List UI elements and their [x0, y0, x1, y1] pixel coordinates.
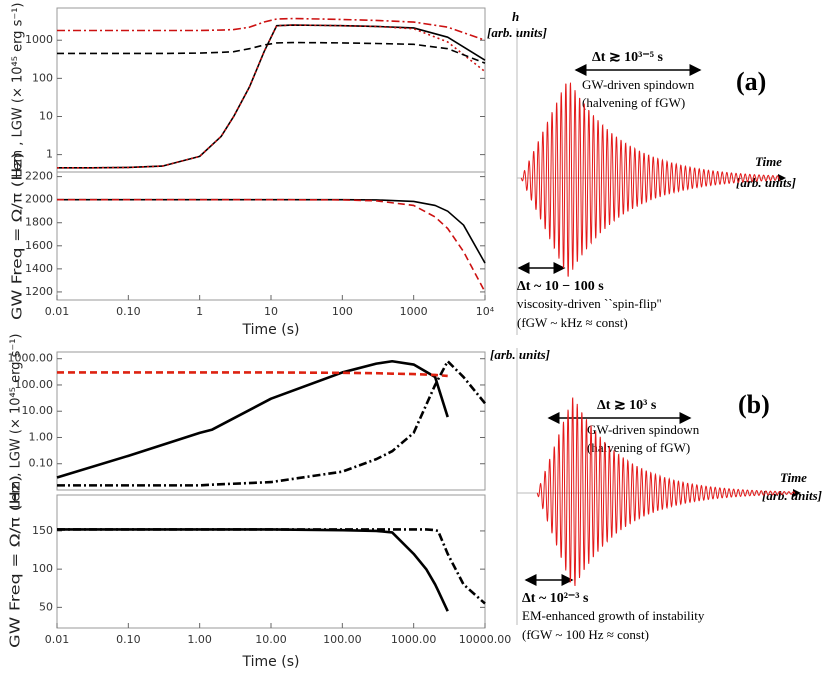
- annotation: viscosity-driven ``spin-flip'': [517, 296, 661, 311]
- panel-label: (b): [738, 390, 770, 419]
- annotation: Δt ~ 10 − 100 s: [517, 279, 604, 294]
- axis-label: h: [512, 9, 519, 24]
- x-tick-label: 0.10: [116, 305, 141, 318]
- y-tick-label: 1600: [25, 239, 53, 252]
- waveform: [536, 397, 796, 587]
- y-tick-label: 1000.00: [8, 352, 54, 365]
- schematic-a: h [arb. units] Time [arb. units] Δt ≳ 10…: [487, 9, 796, 335]
- x-tick-label: 100.00: [323, 633, 362, 646]
- y-tick-label: 1800: [25, 216, 53, 229]
- annotation: Δt ≳ 10³⁻⁵ s: [592, 50, 663, 65]
- annotation: (fGW ~ 100 Hz ≈ const): [522, 627, 649, 642]
- chart: 50 100 150 0.01 0.10 1.00 10.00 100.00 1000.00 10…: [9, 475, 512, 670]
- y-axis-label: Lem , LGW (× 10⁴⁵ erg s⁻¹): [9, 334, 24, 509]
- x-tick-label: 100: [332, 305, 353, 318]
- y-tick-label: 100: [32, 71, 53, 84]
- axis-units: [arb. units]: [490, 347, 550, 362]
- series-line: [57, 17, 486, 41]
- x-tick-label: 1000.00: [391, 633, 437, 646]
- x-tick-label: 0.01: [45, 305, 70, 318]
- y-tick-label: 100.00: [15, 378, 54, 391]
- y-tick-label: 1.00: [29, 430, 54, 443]
- y-tick-label: 1: [46, 148, 53, 161]
- series-line: [57, 528, 486, 605]
- x-axis-label: Time (s): [242, 322, 300, 338]
- y-tick-label: 150: [32, 524, 53, 537]
- annotation: (halvening of fGW): [582, 95, 685, 110]
- chart: 1200 1400 1600 1800 2000 2200 0.01 0.10 1 10 100 10…: [11, 152, 495, 338]
- x-tick-label: 10: [264, 305, 278, 318]
- plot-frame: [56, 7, 486, 173]
- x-tick-label: 1000: [400, 305, 428, 318]
- y-tick-label: 10.00: [22, 404, 54, 417]
- axis-units: [arb. units]: [487, 25, 547, 40]
- x-tick-label: 0.01: [45, 633, 70, 646]
- x-tick-label: 10.00: [255, 633, 287, 646]
- series-line: [57, 198, 486, 293]
- annotation: GW-driven spindown: [582, 77, 695, 92]
- x-tick-label: 1: [196, 305, 203, 318]
- y-tick-label: 0.10: [29, 457, 54, 470]
- x-tick-label: 10⁴: [476, 305, 495, 318]
- series-line: [56, 359, 449, 479]
- axis-label: Time: [780, 470, 807, 485]
- y-axis-label: Lem , LGW (× 10⁴⁵ erg s⁻¹): [11, 3, 26, 178]
- y-tick-label: 100: [32, 562, 53, 575]
- x-tick-label: 10000.00: [459, 633, 512, 646]
- x-axis-label: Time (s): [242, 654, 300, 670]
- series-line: [57, 24, 486, 169]
- y-tick-label: 1400: [25, 262, 53, 275]
- x-tick-label: 1.00: [187, 633, 212, 646]
- waveform: [520, 82, 781, 277]
- y-tick-label: 1000: [25, 33, 53, 46]
- plot-frame: [56, 171, 486, 301]
- axis-units: [arb. units]: [762, 488, 822, 503]
- axis-label: Time: [755, 154, 782, 169]
- plot-frame: [56, 351, 486, 491]
- y-axis-label: GW Freq = Ω/π (Hz): [11, 152, 26, 320]
- y-tick-label: 10: [39, 109, 53, 122]
- y-tick-label: 2000: [25, 193, 53, 206]
- series-line: [57, 371, 448, 378]
- annotation: Δt ≳ 10³ s: [597, 398, 657, 413]
- annotation: (halvening of fGW): [587, 440, 690, 455]
- y-tick-label: 50: [39, 600, 53, 613]
- series-line: [57, 359, 487, 487]
- annotation: GW-driven spindown: [587, 422, 700, 437]
- y-tick-label: 1200: [25, 285, 53, 298]
- axis-units: [arb. units]: [736, 175, 796, 190]
- series-line: [57, 528, 449, 612]
- annotation: (fGW ~ kHz ≈ const): [517, 315, 628, 330]
- panel-label: (a): [736, 67, 766, 96]
- annotation: Δt ~ 10²⁻³ s: [522, 591, 589, 606]
- annotation: EM-enhanced growth of instability: [522, 608, 705, 623]
- y-axis-label: GW Freq = Ω/π (Hz): [9, 475, 24, 648]
- x-tick-label: 0.10: [116, 633, 141, 646]
- series-line: [57, 41, 486, 64]
- y-tick-label: 2200: [25, 170, 53, 183]
- series-line: [57, 24, 486, 169]
